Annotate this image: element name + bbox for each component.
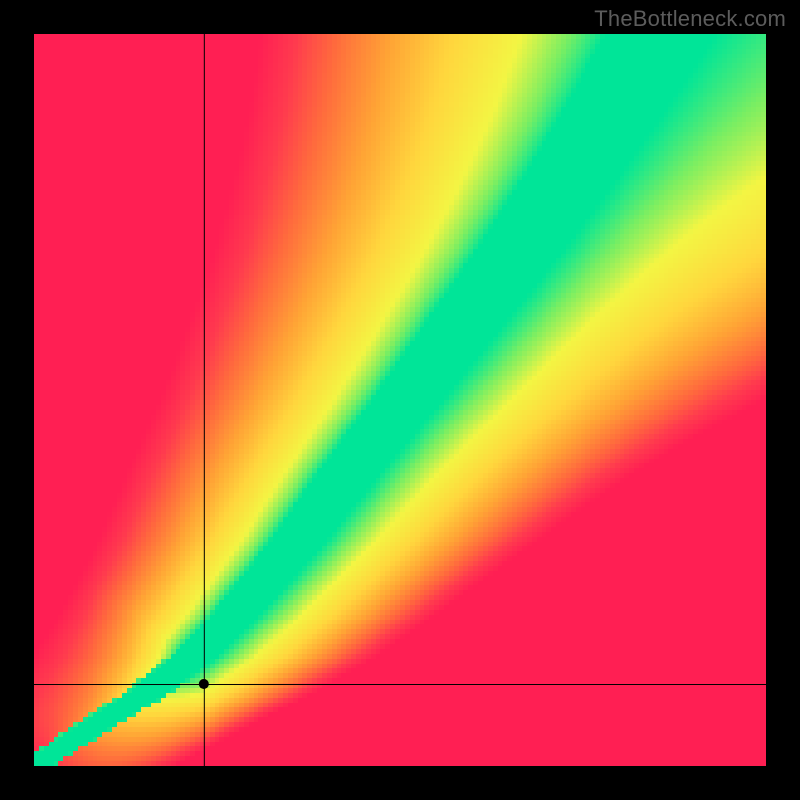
watermark-text: TheBottleneck.com [594, 6, 786, 32]
heatmap-canvas [0, 0, 800, 800]
chart-container: TheBottleneck.com [0, 0, 800, 800]
